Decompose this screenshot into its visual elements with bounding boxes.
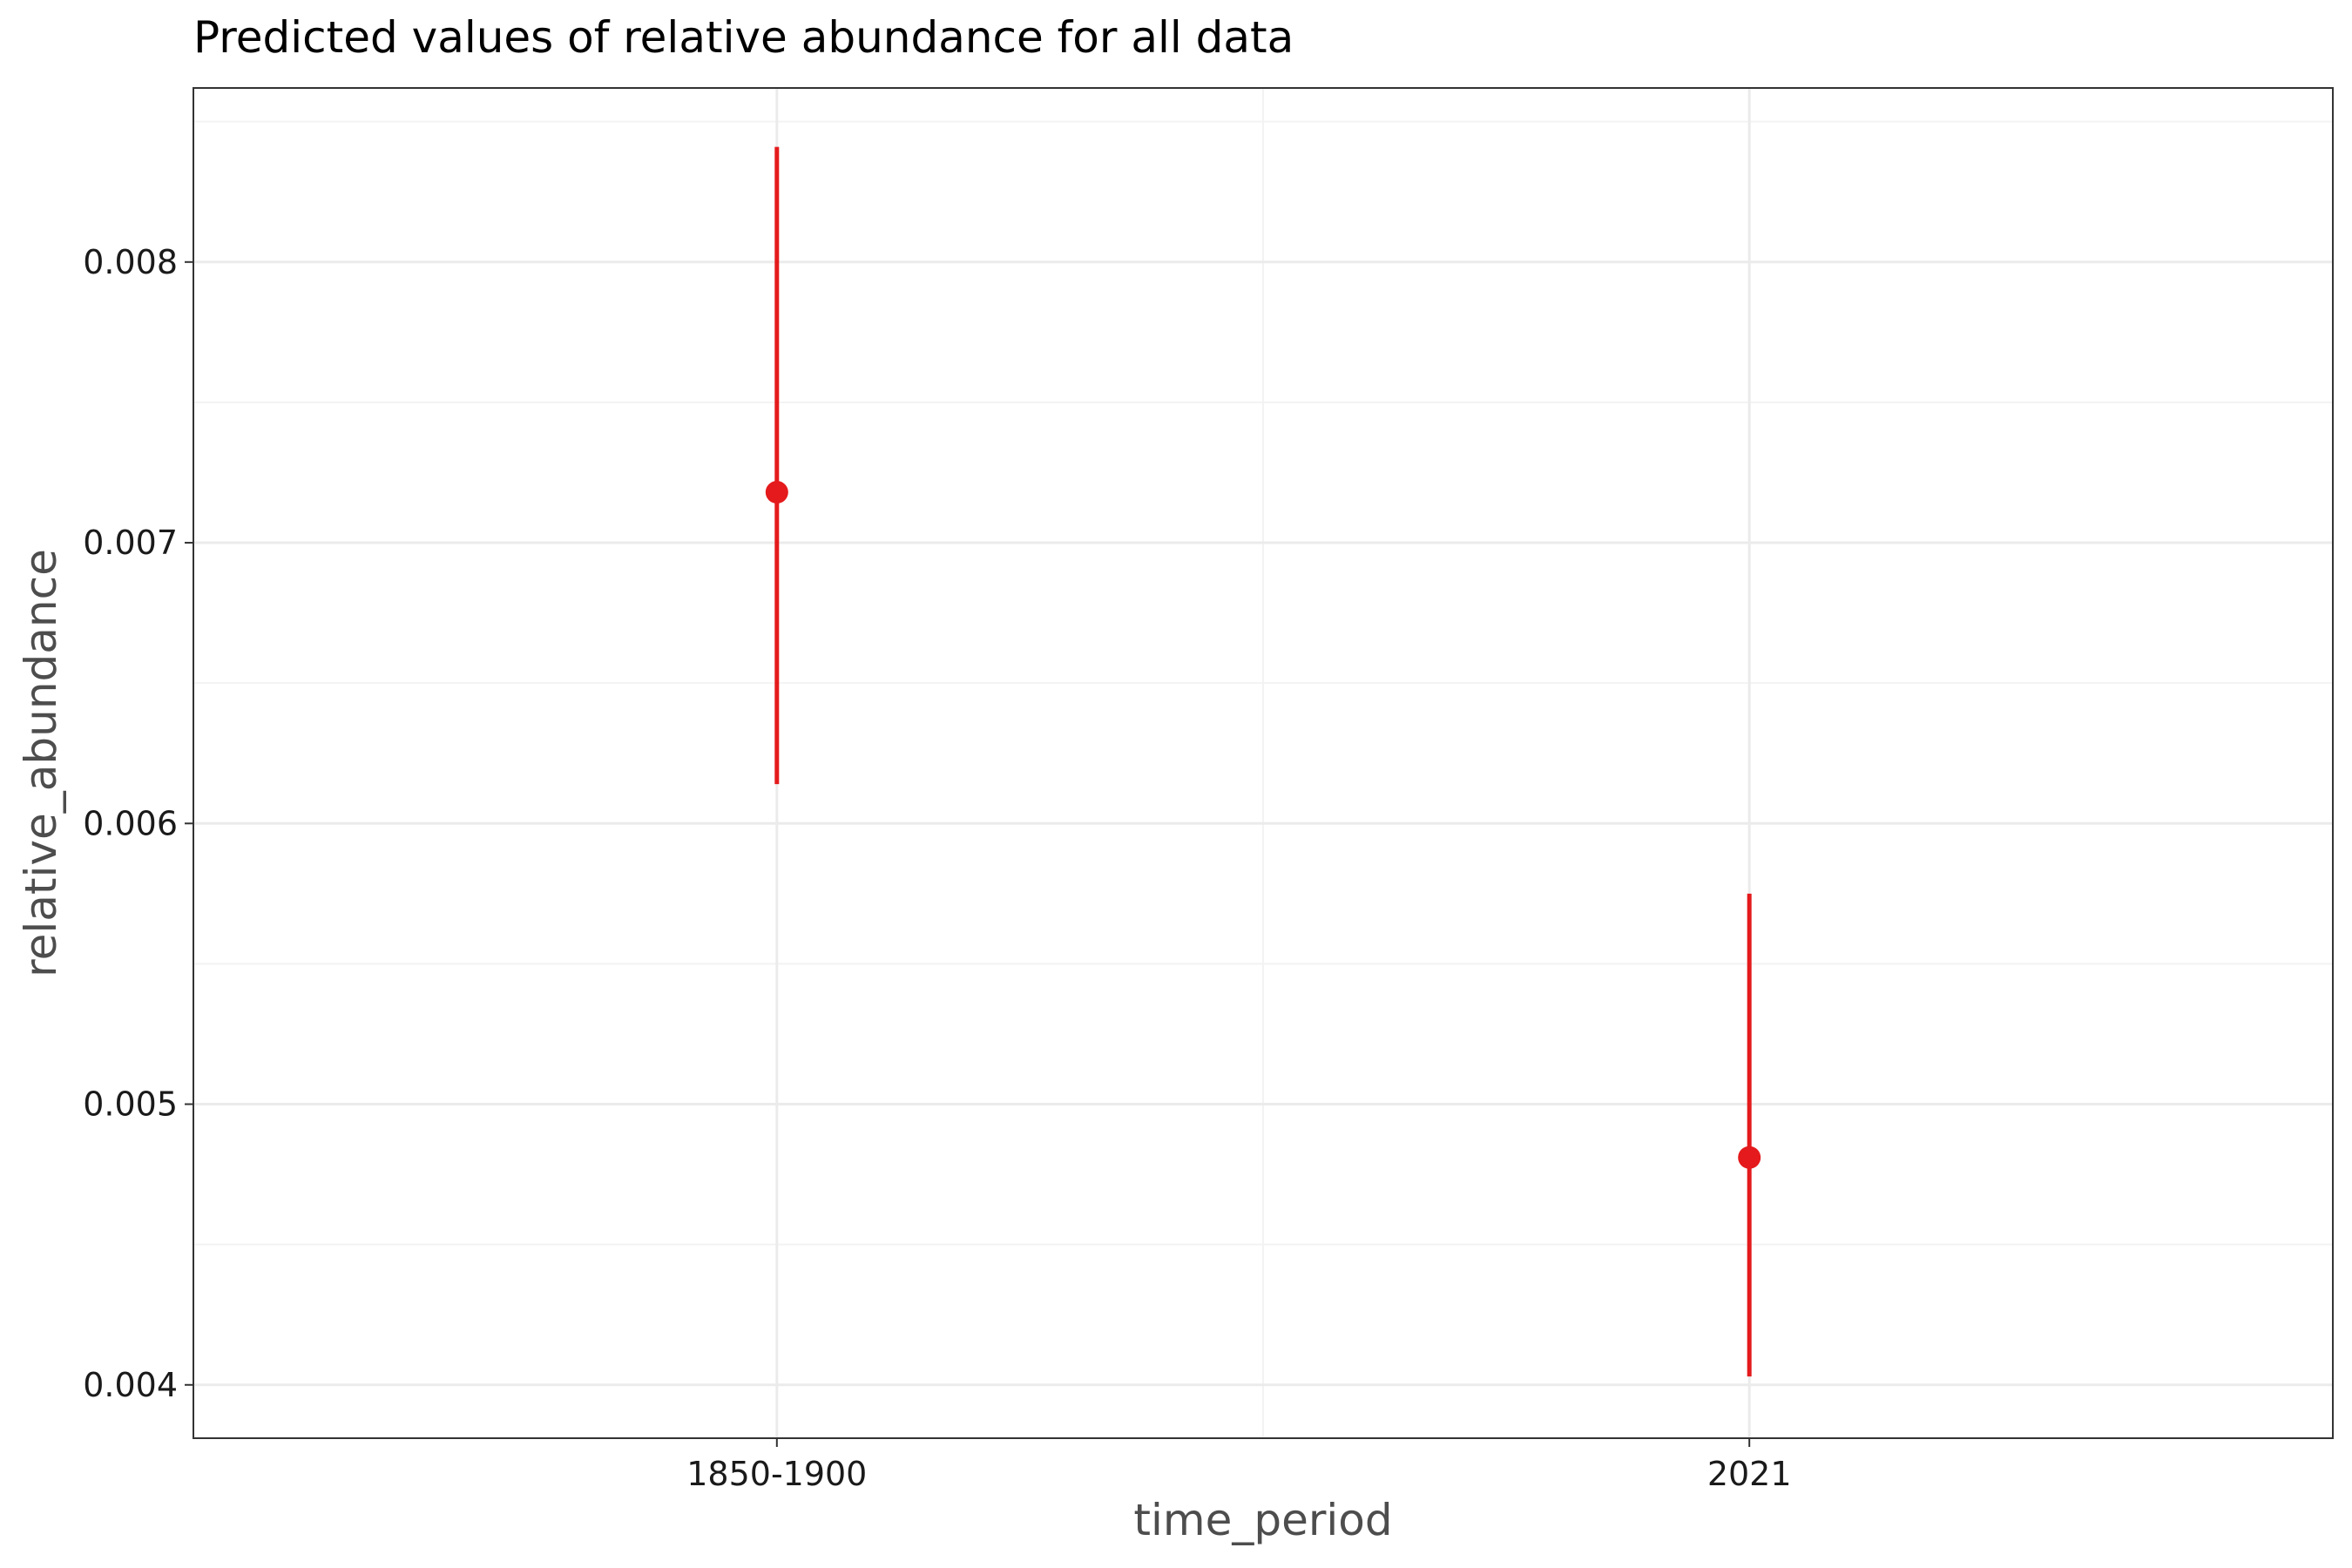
x-tick-label: 2021 <box>1707 1455 1792 1493</box>
y-axis: 0.004 0.005 0.006 0.007 0.008 <box>83 243 193 1404</box>
x-tick-label: 1850-1900 <box>686 1455 867 1493</box>
data-point <box>1738 1146 1761 1169</box>
y-tick-label: 0.008 <box>83 243 178 281</box>
x-axis-title: time_period <box>1133 1495 1392 1545</box>
y-tick-label: 0.004 <box>83 1366 178 1404</box>
panel-border <box>193 87 2334 1439</box>
y-tick-label: 0.005 <box>83 1085 178 1124</box>
y-axis-title: relative_abundance <box>16 549 66 977</box>
x-axis: 1850-1900 2021 <box>686 1438 1792 1493</box>
data-point <box>765 481 788 504</box>
y-tick-label: 0.006 <box>83 804 178 842</box>
data-marks <box>765 146 1761 1377</box>
y-tick-label: 0.007 <box>83 524 178 562</box>
grid-minor-lines <box>193 88 2333 1438</box>
chart-title: Predicted values of relative abundance f… <box>193 12 1294 63</box>
